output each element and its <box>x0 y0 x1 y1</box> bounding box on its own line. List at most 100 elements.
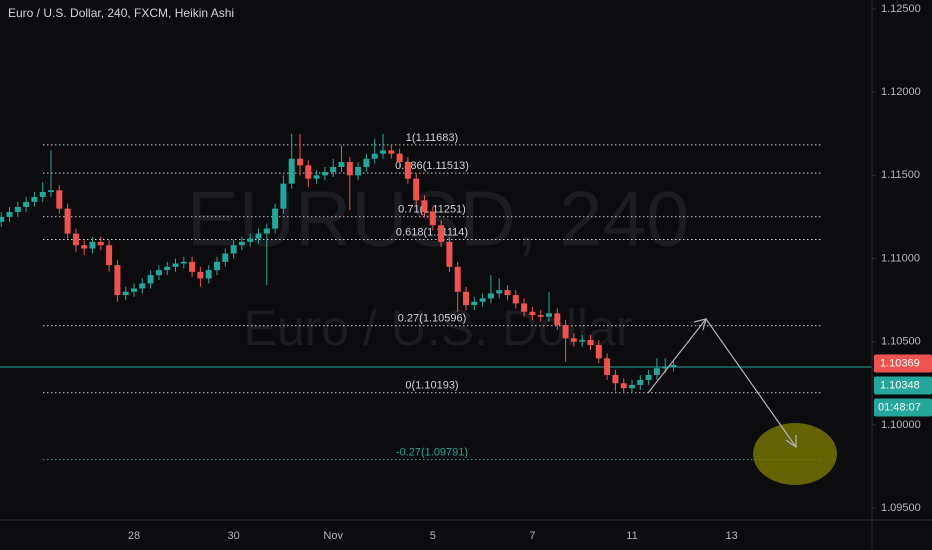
candle-body <box>463 291 469 306</box>
candle-body <box>346 162 353 176</box>
candle-body <box>131 288 137 292</box>
candle-body <box>554 313 561 326</box>
candle-body <box>396 153 403 163</box>
x-tick-label: 13 <box>725 530 737 542</box>
candle-body <box>81 245 88 249</box>
candle-body <box>197 271 204 279</box>
candle-body <box>429 211 436 226</box>
price-label: 1.10348 <box>880 379 920 391</box>
candle-body <box>205 270 212 279</box>
candle-body <box>56 190 63 209</box>
candle-body <box>662 366 669 369</box>
arrow-head <box>785 435 797 449</box>
drawings <box>647 317 837 485</box>
fib-label: 0.27(1.10596) <box>398 313 467 325</box>
fib-label: 0.886(1.11513) <box>395 160 469 172</box>
candle-body <box>48 190 54 192</box>
candle-body <box>537 315 544 317</box>
x-tick-label: 5 <box>430 530 436 542</box>
candle-body <box>521 303 528 312</box>
candle-body <box>297 158 303 166</box>
candle-body <box>595 345 602 359</box>
x-tick-label: 30 <box>227 530 239 542</box>
candle-body <box>139 283 146 289</box>
fib-label: 1(1.11683) <box>406 132 458 144</box>
candle-body <box>97 241 104 246</box>
candle-body <box>612 374 619 384</box>
axes: 1.12500 1.12000 1.11500 1.11000 1.10500 1.100… <box>128 3 932 542</box>
candle-body <box>238 241 245 246</box>
countdown: 01:48:07 <box>878 401 921 413</box>
candle-body <box>471 301 478 306</box>
candles <box>0 133 677 394</box>
candle-body <box>106 245 113 266</box>
candle-body <box>222 253 229 262</box>
candle-body <box>330 167 337 173</box>
candle-body <box>454 266 461 292</box>
candle-body <box>355 167 362 176</box>
x-tick-label: 28 <box>128 530 140 542</box>
candle-body <box>230 245 237 254</box>
candle-body <box>6 211 13 217</box>
candle-body <box>214 261 220 271</box>
y-tick-label: 1.10000 <box>881 419 921 431</box>
candle-body <box>629 384 635 389</box>
candle-body <box>363 158 370 168</box>
candle-body <box>247 238 254 242</box>
x-tick-label: Nov <box>323 530 343 542</box>
candle-body <box>570 338 577 342</box>
candle-body <box>479 298 486 302</box>
candle-body <box>280 183 287 209</box>
watermark-description: Euro / U.S. Dollar <box>243 300 632 356</box>
candle-body <box>147 275 154 284</box>
candle-body <box>72 233 79 246</box>
candle-body <box>321 172 328 176</box>
candle-body <box>305 165 312 179</box>
price-label: 1.10369 <box>880 357 920 369</box>
candle-body <box>512 295 519 304</box>
candle-body <box>288 158 295 184</box>
candle-body <box>371 153 378 159</box>
candle-body <box>620 383 627 389</box>
candle-body <box>529 311 536 316</box>
fib-label: 0(1.10193) <box>405 380 458 392</box>
candle-body <box>180 261 187 264</box>
candle-body <box>39 191 46 197</box>
candle-body <box>546 313 552 317</box>
chart-title: Euro / U.S. Dollar, 240, FXCM, Heikin As… <box>8 6 234 20</box>
candle-body <box>587 340 594 346</box>
candle-body <box>438 225 445 242</box>
candle-body <box>172 263 179 267</box>
candle-body <box>562 325 569 339</box>
y-tick-label: 1.12000 <box>881 86 921 98</box>
candle-body <box>31 196 38 202</box>
candle-body <box>496 290 503 294</box>
candle-body <box>421 200 428 212</box>
fib-label: 0.618(1.11114) <box>396 226 468 238</box>
candle-body <box>64 208 71 234</box>
candle-body <box>14 206 21 212</box>
candle-body <box>446 241 453 267</box>
candle-body <box>645 374 652 380</box>
countdown-box <box>874 398 932 417</box>
candle-body <box>164 266 171 271</box>
candle-body <box>255 233 262 239</box>
candle-body <box>114 265 121 296</box>
y-tick-label: 1.11500 <box>881 169 920 181</box>
candle-body <box>0 216 5 222</box>
x-tick-label: 11 <box>626 530 637 542</box>
candle-body <box>637 379 644 385</box>
candle-body <box>413 178 420 201</box>
candle-body <box>604 358 611 375</box>
candle-body <box>653 368 660 375</box>
candle-body <box>23 201 30 207</box>
candle-body <box>155 270 162 276</box>
candle-body <box>272 208 279 229</box>
price-label-box <box>874 376 932 395</box>
y-tick-label: 1.12500 <box>881 3 921 15</box>
candle-body <box>670 364 677 367</box>
candle-body <box>487 293 494 299</box>
candle-body <box>388 150 395 154</box>
